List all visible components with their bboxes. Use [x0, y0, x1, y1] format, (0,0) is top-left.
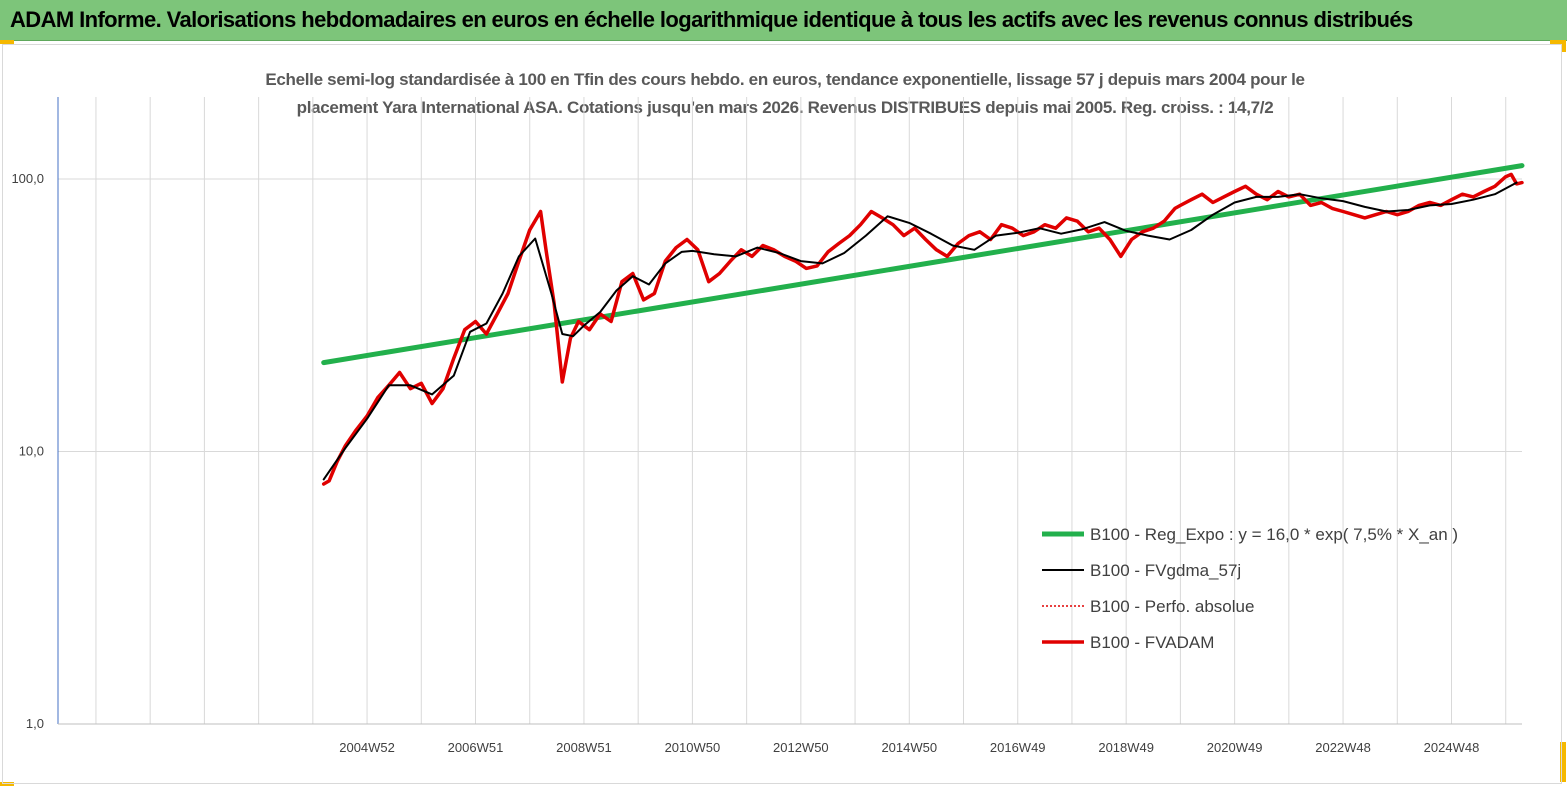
x-tick-label: 2006W51 [448, 740, 504, 755]
series-line-smooth [322, 181, 1518, 481]
corner-mark-right [1562, 40, 1566, 52]
legend-label: B100 - Reg_Expo : y = 16,0 * exp( 7,5% *… [1090, 525, 1458, 544]
chart-title-line-2: placement Yara International ASA. Cotati… [296, 98, 1274, 117]
x-tick-label: 2004W52 [339, 740, 395, 755]
x-tick-label: 2022W48 [1315, 740, 1371, 755]
series-line-fvadam [321, 172, 1524, 486]
chart-frame [2, 44, 1562, 784]
banner-title: ADAM Informe. Valorisations hebdomadaire… [10, 7, 1413, 32]
x-tick-label: 2024W48 [1424, 740, 1480, 755]
corner-mark-bottom-right [1560, 742, 1566, 782]
corner-mark-bottom-left [0, 782, 14, 786]
y-tick-label: 10,0 [19, 444, 44, 459]
axes: 1,0 10,0 100,0 2004W52 2006W51 2008W51 2010W50… [11, 97, 1522, 755]
corner-mark-top-left [0, 40, 14, 44]
legend: B100 - Reg_Expo : y = 16,0 * exp( 7,5% *… [1042, 525, 1458, 652]
x-tick-label: 2014W50 [881, 740, 937, 755]
series-line-regression [321, 163, 1525, 366]
legend-label: B100 - FVgdma_57j [1090, 561, 1241, 580]
x-tick-label: 2010W50 [665, 740, 721, 755]
x-tick-label: 2008W51 [556, 740, 612, 755]
y-tick-label: 100,0 [11, 171, 44, 186]
chart-title-line-1: Echelle semi-log standardisée à 100 en T… [265, 70, 1305, 89]
x-tick-label: 2018W49 [1098, 740, 1154, 755]
corner-mark-top-right [1550, 40, 1564, 44]
legend-label: B100 - Perfo. absolue [1090, 597, 1254, 616]
x-tick-label: 2016W49 [990, 740, 1046, 755]
grid [58, 97, 1522, 725]
chart-title: Echelle semi-log standardisée à 100 en T… [200, 66, 1370, 122]
x-tick-label: 2020W49 [1207, 740, 1263, 755]
banner: ADAM Informe. Valorisations hebdomadaire… [0, 0, 1567, 41]
series [321, 163, 1525, 486]
x-tick-label: 2012W50 [773, 740, 829, 755]
y-tick-label: 1,0 [26, 716, 44, 731]
legend-label: B100 - FVADAM [1090, 633, 1214, 652]
